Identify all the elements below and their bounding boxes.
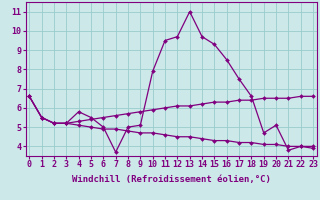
- X-axis label: Windchill (Refroidissement éolien,°C): Windchill (Refroidissement éolien,°C): [72, 175, 271, 184]
